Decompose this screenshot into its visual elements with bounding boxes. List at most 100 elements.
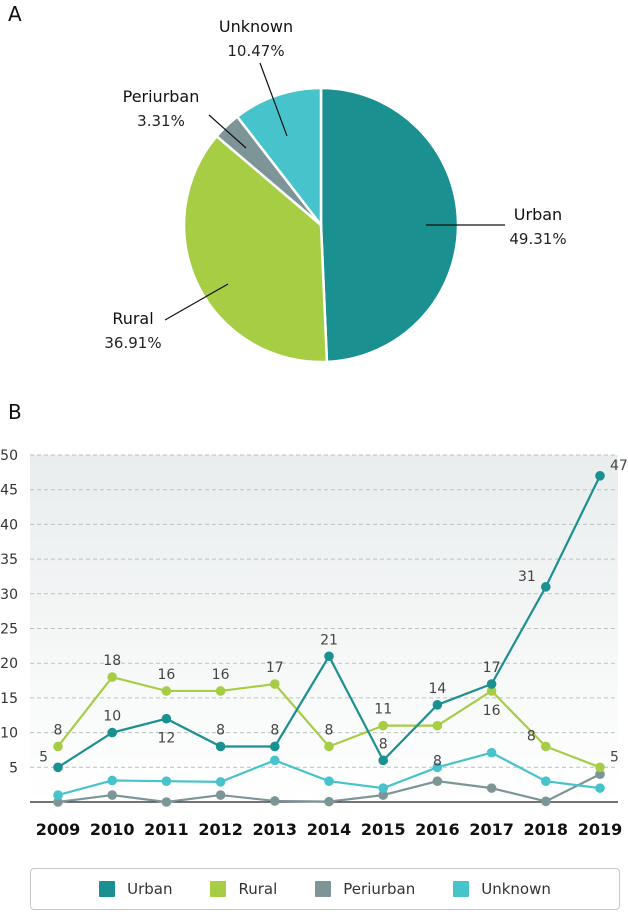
point-unknown xyxy=(215,777,226,787)
pie-percent-unknown: 10.47% xyxy=(227,42,284,60)
point-unknown xyxy=(107,775,117,786)
point-rural xyxy=(541,741,551,752)
data-label-urban: 12 xyxy=(157,731,175,747)
pie-label-rural: Rural xyxy=(112,309,153,328)
legend-label: Rural xyxy=(238,880,278,898)
x-tick-label: 2009 xyxy=(36,820,81,839)
data-label-urban: 10 xyxy=(103,709,121,725)
y-tick-label: 30 xyxy=(0,587,18,603)
x-tick-label: 2013 xyxy=(253,820,298,839)
point-rural xyxy=(107,672,117,682)
point-rural xyxy=(161,686,172,696)
point-rural xyxy=(324,741,334,752)
point-periurban xyxy=(595,769,605,780)
point-periurban xyxy=(215,790,226,800)
data-label-rural: 11 xyxy=(374,702,392,718)
point-periurban xyxy=(161,797,172,807)
point-rural xyxy=(432,720,443,731)
point-periurban xyxy=(486,783,497,793)
x-tick-label: 2010 xyxy=(90,820,135,839)
pie-label-urban: Urban xyxy=(514,205,562,224)
point-periurban xyxy=(53,797,63,807)
pie-leader-line xyxy=(208,114,247,149)
point-periurban xyxy=(541,796,551,807)
point-urban xyxy=(53,762,63,773)
point-periurban xyxy=(107,790,117,800)
data-label-urban: 31 xyxy=(518,569,536,585)
point-unknown xyxy=(270,755,280,766)
x-tick-label: 2011 xyxy=(144,820,189,839)
point-urban xyxy=(270,741,280,752)
point-urban xyxy=(595,471,605,481)
legend-label: Urban xyxy=(127,880,173,898)
data-label-rural: 16 xyxy=(483,703,501,719)
data-label-urban: 5 xyxy=(39,749,48,765)
data-label-urban: 8 xyxy=(379,736,388,752)
point-rural xyxy=(378,720,389,731)
point-unknown xyxy=(486,747,497,758)
legend-swatch xyxy=(453,881,470,897)
panel-label-b: B xyxy=(8,400,22,424)
pie-percent-periurban: 3.31% xyxy=(137,112,185,130)
point-periurban xyxy=(324,796,334,807)
legend-swatch xyxy=(99,881,116,897)
pie-label-periurban: Periurban xyxy=(123,87,200,106)
data-label-rural: 18 xyxy=(103,653,121,669)
point-rural xyxy=(595,762,605,773)
point-urban xyxy=(541,582,551,592)
y-tick-label: 40 xyxy=(0,517,18,533)
x-tick-label: 2015 xyxy=(361,820,406,839)
y-tick-label: 10 xyxy=(0,726,18,742)
pie-slice-unknown xyxy=(235,86,323,229)
legend-item-rural: Rural xyxy=(210,880,277,898)
pie-percent-rural: 36.91% xyxy=(104,334,161,352)
y-tick-label: 45 xyxy=(0,483,18,499)
data-label-rural: 5 xyxy=(610,749,619,765)
legend-label: Periurban xyxy=(343,880,416,898)
legend-item-urban: Urban xyxy=(99,880,172,898)
x-tick-label: 2018 xyxy=(524,820,569,839)
point-unknown xyxy=(378,783,389,793)
pie-leader-line xyxy=(259,62,288,137)
pie-label-unknown: Unknown xyxy=(219,17,293,36)
legend-item-periurban: Periurban xyxy=(315,880,415,898)
point-periurban xyxy=(378,790,389,800)
data-label-rural: 8 xyxy=(325,722,334,738)
line-chart: 5 10 15 20 25 30 35 40 45 50 2009 2010 2011 2012 2013 2… xyxy=(0,448,628,839)
data-label-rural: 16 xyxy=(212,667,230,683)
data-label-urban: 14 xyxy=(428,681,446,697)
data-label-rural: 17 xyxy=(266,660,284,676)
pie-slice-rural xyxy=(182,134,329,364)
data-label-rural: 8 xyxy=(433,754,442,770)
point-rural xyxy=(53,741,63,752)
x-tick-label: 2019 xyxy=(578,820,623,839)
point-rural xyxy=(270,679,280,689)
point-urban xyxy=(486,679,497,689)
y-tick-label: 15 xyxy=(0,691,18,707)
point-unknown xyxy=(595,783,605,793)
y-tick-label: 25 xyxy=(0,622,18,638)
data-label-urban: 21 xyxy=(320,632,338,648)
point-unknown xyxy=(53,790,63,800)
point-unknown xyxy=(432,762,443,773)
data-label-urban: 47 xyxy=(610,458,628,474)
point-urban xyxy=(107,727,117,738)
data-label-urban: 17 xyxy=(483,660,501,676)
point-unknown xyxy=(541,776,551,786)
data-label-urban: 8 xyxy=(270,722,279,738)
legend-swatch xyxy=(210,881,227,897)
point-rural xyxy=(215,686,226,696)
y-tick-label: 5 xyxy=(9,760,18,776)
point-periurban xyxy=(270,796,280,806)
point-unknown xyxy=(161,776,172,786)
pie-percent-urban: 49.31% xyxy=(509,230,566,248)
y-tick-label: 50 xyxy=(0,448,18,464)
legend-label: Unknown xyxy=(481,880,551,898)
data-label-rural: 16 xyxy=(157,667,175,683)
panel-label-a: A xyxy=(8,2,22,26)
data-label-urban: 8 xyxy=(216,722,225,738)
point-urban xyxy=(432,700,443,710)
x-tick-label: 2014 xyxy=(307,820,352,839)
data-label-rural: 8 xyxy=(527,728,536,744)
x-tick-label: 2017 xyxy=(469,820,514,839)
